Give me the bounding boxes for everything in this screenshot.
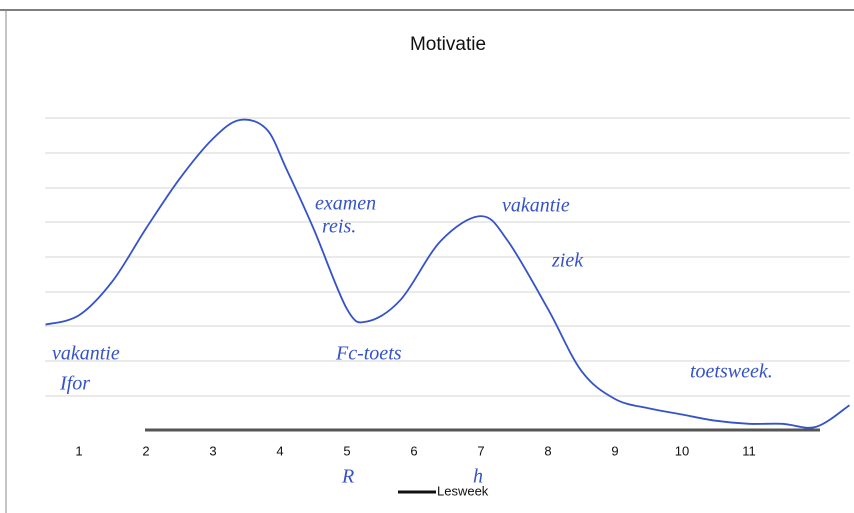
x-tick-label: 3 [209, 443, 216, 458]
annotation: R [341, 466, 354, 488]
x-tick-label: 10 [675, 443, 689, 458]
x-tick-label: 7 [477, 443, 484, 458]
x-tick-label: 9 [611, 443, 618, 458]
chart-title: Motivatie [410, 34, 486, 55]
chart: Motivatie Lesweek vakantie Ifor examen r… [0, 0, 854, 513]
annotation: vakantie [52, 343, 120, 365]
x-tick-label: 11 [742, 443, 756, 458]
x-tick-label: 1 [75, 443, 82, 458]
annotation: Ifor [59, 373, 90, 395]
annotation: Fc-toets [335, 343, 402, 365]
ruled-lines [45, 118, 850, 396]
x-tick-label: 6 [410, 443, 417, 458]
annotation: examen [315, 193, 376, 215]
x-tick-label: 4 [276, 443, 283, 458]
x-tick-label: 8 [544, 443, 551, 458]
x-tick-label: 2 [142, 443, 149, 458]
annotation: h [473, 466, 483, 488]
annotation: ziek [551, 250, 584, 272]
annotation: reis. [322, 216, 356, 238]
x-tick-label: 5 [343, 443, 350, 458]
annotation: toetsweek. [690, 361, 773, 383]
annotation: vakantie [502, 195, 570, 217]
